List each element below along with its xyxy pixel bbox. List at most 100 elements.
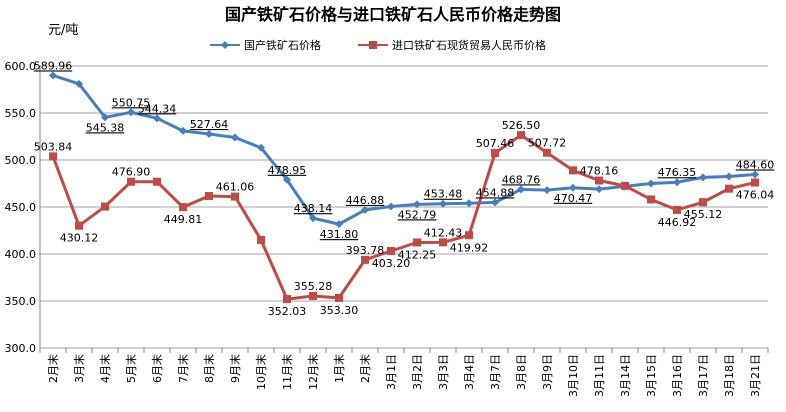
x-tick-label: 2月末	[358, 354, 372, 383]
data-label: 412.43	[424, 226, 463, 239]
x-tick-label: 3月10日	[567, 354, 580, 397]
data-point-domestic	[413, 200, 421, 209]
x-tick-label: 3月4日	[463, 354, 476, 390]
data-label: 476.90	[112, 166, 151, 179]
data-point-domestic	[283, 175, 291, 184]
data-point-import	[595, 176, 603, 185]
data-point-domestic	[335, 220, 343, 229]
data-point-import	[725, 184, 733, 193]
data-point-domestic	[49, 71, 57, 80]
data-point-domestic	[75, 79, 83, 88]
data-label: 526.50	[502, 119, 541, 132]
data-point-import	[127, 177, 135, 186]
x-tick-label: 3月11日	[593, 354, 606, 397]
x-tick-label: 12月末	[306, 354, 320, 390]
data-point-import	[569, 166, 577, 175]
x-tick-label: 3月9日	[541, 354, 554, 390]
data-point-domestic	[101, 113, 109, 122]
data-label: 478.16	[580, 165, 619, 178]
data-label: 453.48	[424, 188, 463, 201]
x-tick-label: 3月15日	[645, 354, 658, 397]
data-point-import	[387, 246, 395, 255]
x-tick-label: 3月3日	[437, 354, 450, 390]
data-point-import	[543, 148, 551, 157]
y-tick-label: 500.0	[5, 154, 37, 167]
x-tick-label: 6月末	[150, 354, 164, 383]
legend-label-import: 进口铁矿石现货贸易人民币价格	[392, 38, 546, 52]
grid	[39, 65, 768, 349]
y-tick-label: 550.0	[5, 107, 37, 120]
data-label: 393.78	[346, 244, 385, 257]
x-tick-label: 4月末	[98, 354, 112, 383]
data-point-domestic	[387, 202, 395, 211]
data-point-domestic	[465, 199, 473, 208]
data-label: 503.84	[34, 140, 73, 153]
x-tick-label: 3月2日	[411, 354, 424, 390]
series-line-0	[52, 74, 756, 226]
data-label: 476.04	[736, 189, 775, 202]
data-point-import	[361, 255, 369, 264]
data-point-import	[231, 192, 239, 201]
x-tick-label: 2月末	[46, 354, 60, 383]
data-point-domestic	[179, 126, 187, 135]
data-point-import	[75, 221, 83, 230]
data-point-import	[283, 295, 291, 304]
x-tick-label: 3月8日	[515, 354, 528, 390]
data-point-domestic	[205, 130, 213, 139]
data-label: 507.72	[528, 137, 567, 150]
data-label: 478.95	[268, 164, 307, 177]
data-point-domestic	[673, 178, 681, 187]
data-point-import	[257, 235, 265, 244]
data-label: 507.46	[476, 137, 515, 150]
data-point-domestic	[595, 185, 603, 194]
x-tick-label: 3月末	[72, 354, 86, 383]
data-point-domestic	[543, 186, 551, 195]
data-point-import	[465, 231, 473, 240]
data-label: 446.92	[658, 216, 697, 229]
data-label: 438.14	[294, 202, 333, 215]
data-label: 446.88	[346, 194, 385, 207]
legend-label-domestic: 国产铁矿石价格	[244, 38, 321, 52]
data-label: 468.76	[502, 173, 541, 186]
data-label: 470.47	[554, 192, 593, 205]
data-label: 452.79	[398, 208, 437, 221]
x-tick-label: 9月末	[228, 354, 242, 383]
x-tick-label: 3月1日	[385, 354, 398, 390]
y-tick-label: 600.0	[5, 60, 37, 73]
y-tick-label: 350.0	[5, 295, 37, 308]
data-label: 353.30	[320, 304, 359, 317]
data-point-domestic	[751, 170, 759, 179]
data-point-domestic	[257, 143, 265, 152]
y-tick-label: 300.0	[5, 342, 37, 355]
data-point-import	[673, 205, 681, 214]
data-label: 403.20	[372, 257, 411, 270]
data-point-domestic	[491, 198, 499, 207]
data-label: 412.25	[398, 248, 437, 261]
y-axis-ticks: 300.0 350.0 400.0 450.0 500.0 550.0 600.0	[5, 60, 37, 355]
series-line-1	[51, 133, 756, 301]
data-label: 484.60	[736, 158, 775, 171]
x-tick-label: 3月14日	[619, 354, 632, 397]
data-point-domestic	[569, 183, 577, 192]
data-point-domestic	[361, 205, 369, 214]
legend-marker-import	[369, 41, 377, 49]
data-point-import	[413, 238, 421, 247]
x-tick-label: 1月末	[332, 354, 346, 383]
x-tick-label: 11月末	[280, 354, 294, 390]
data-label: 544.34	[138, 102, 177, 115]
data-point-domestic	[647, 179, 655, 188]
x-tick-label: 3月21日	[749, 354, 762, 397]
data-point-domestic	[725, 172, 733, 181]
x-tick-label: 3月18日	[723, 354, 736, 397]
data-point-import	[153, 177, 161, 186]
data-point-import	[309, 292, 317, 301]
data-point-domestic	[439, 199, 447, 208]
y-axis-label: 元/吨	[48, 23, 78, 38]
x-tick-label: 7月末	[176, 354, 190, 383]
x-axis-ticks: 2月末 3月末 4月末 5月末 6月末 7月末 8月末 9月末 10月末 11月末 12月末 1月末 2…	[39, 348, 769, 397]
data-label: 461.06	[216, 181, 255, 194]
data-label: 545.38	[86, 121, 125, 134]
data-point-import	[517, 131, 525, 140]
data-point-domestic	[309, 214, 317, 223]
